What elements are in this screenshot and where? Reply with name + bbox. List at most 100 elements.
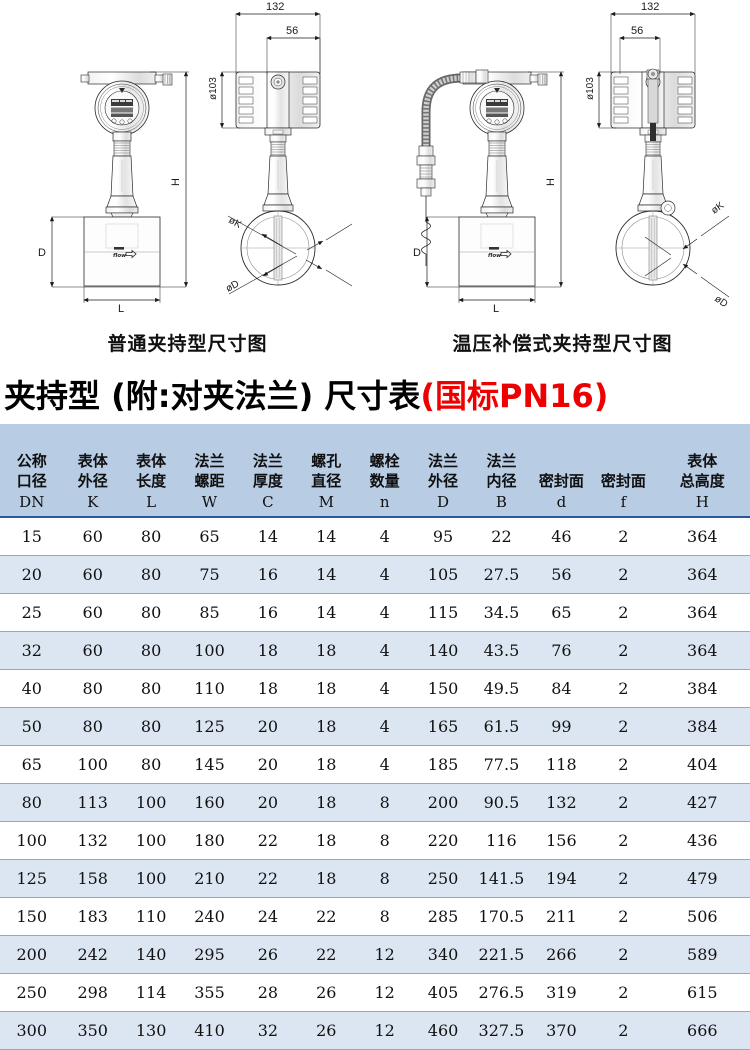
table-cell: 125 bbox=[0, 859, 64, 898]
table-row: 100 132 100 180 22 18 8 220 116 156 2 436 bbox=[0, 821, 750, 860]
table-cell: 506 bbox=[654, 897, 750, 936]
table-cell: 8 bbox=[355, 859, 414, 898]
table-cell: 60 bbox=[63, 593, 122, 632]
table-cell: 18 bbox=[238, 631, 298, 670]
table-cell: 18 bbox=[297, 859, 356, 898]
column-header-c: 法兰 厚度 C bbox=[238, 424, 298, 518]
table-row: 20 60 80 75 16 14 4 105 27.5 56 2 364 bbox=[0, 555, 750, 594]
svg-text:D: D bbox=[413, 247, 421, 259]
table-cell: 4 bbox=[355, 707, 414, 746]
header-line2: 外径 bbox=[77, 472, 108, 490]
table-cell: 18 bbox=[297, 783, 356, 822]
table-cell: 80 bbox=[121, 669, 181, 708]
table-cell: 34.5 bbox=[472, 593, 531, 632]
table-cell: 32 bbox=[0, 631, 64, 670]
table-cell: 56 bbox=[530, 555, 593, 594]
header-line1: 法兰 bbox=[486, 452, 517, 470]
table-cell: 25 bbox=[0, 593, 64, 632]
table-cell: 113 bbox=[63, 783, 122, 822]
table-cell: 165 bbox=[413, 707, 473, 746]
table-cell: 2 bbox=[592, 973, 655, 1012]
table-cell: 90.5 bbox=[472, 783, 531, 822]
page-title-standard: (国标PN16) bbox=[420, 377, 609, 415]
table-cell: 26 bbox=[238, 935, 298, 974]
table-body: 15 60 80 65 14 14 4 95 22 46 2 364 20 60 80 75 16 14 4 105 2… bbox=[0, 517, 750, 1050]
table-cell: 125 bbox=[180, 707, 239, 746]
column-header-m: 螺孔 直径 M bbox=[297, 424, 356, 518]
table-cell: 50 bbox=[0, 707, 64, 746]
table-cell: 405 bbox=[413, 973, 473, 1012]
table-cell: 364 bbox=[654, 593, 750, 632]
header-line1: 法兰 bbox=[428, 452, 459, 470]
table-cell: 615 bbox=[654, 973, 750, 1012]
table-cell: 18 bbox=[297, 669, 356, 708]
table-cell: 410 bbox=[180, 1011, 239, 1050]
table-cell: 22 bbox=[238, 821, 298, 860]
table-cell: 2 bbox=[592, 555, 655, 594]
table-cell: 46 bbox=[530, 517, 593, 556]
table-cell: 12 bbox=[355, 973, 414, 1012]
table-cell: 8 bbox=[355, 783, 414, 822]
table-row: 150 183 110 240 24 22 8 285 170.5 211 2 506 bbox=[0, 897, 750, 936]
table-cell: 355 bbox=[180, 973, 239, 1012]
header-line1: 表体 bbox=[136, 452, 167, 470]
table-cell: 200 bbox=[413, 783, 473, 822]
table-cell: 18 bbox=[297, 631, 356, 670]
table-cell: 80 bbox=[121, 593, 181, 632]
column-header-l: 表体 长度 L bbox=[121, 424, 181, 518]
table-cell: 22 bbox=[297, 897, 356, 936]
table-cell: 2 bbox=[592, 517, 655, 556]
svg-text:132: 132 bbox=[266, 1, 284, 13]
table-cell: 2 bbox=[592, 593, 655, 632]
svg-text:132: 132 bbox=[641, 1, 659, 13]
table-cell: 60 bbox=[63, 517, 122, 556]
table-cell: 298 bbox=[63, 973, 122, 1012]
table-cell: 150 bbox=[413, 669, 473, 708]
table-cell: 2 bbox=[592, 745, 655, 784]
header-symbol: M bbox=[318, 493, 334, 511]
table-cell: 65 bbox=[0, 745, 64, 784]
table-row: 25 60 80 85 16 14 4 115 34.5 65 2 364 bbox=[0, 593, 750, 632]
table-cell: 242 bbox=[63, 935, 122, 974]
table-cell: 26 bbox=[297, 1011, 356, 1050]
table-cell: 16 bbox=[238, 555, 298, 594]
header-line2: 数量 bbox=[369, 472, 400, 490]
svg-text:56: 56 bbox=[631, 25, 643, 37]
table-cell: 100 bbox=[180, 631, 239, 670]
table-cell: 132 bbox=[63, 821, 122, 860]
table-cell: 185 bbox=[413, 745, 473, 784]
table-cell: 211 bbox=[530, 897, 593, 936]
svg-text:ø103: ø103 bbox=[585, 77, 596, 100]
table-cell: 132 bbox=[530, 783, 593, 822]
table-cell: 250 bbox=[413, 859, 473, 898]
table-cell: 141.5 bbox=[472, 859, 531, 898]
table-cell: 18 bbox=[238, 669, 298, 708]
table-cell: 2 bbox=[592, 897, 655, 936]
svg-text:56: 56 bbox=[286, 25, 298, 37]
left-dim-L: L bbox=[83, 287, 161, 315]
table-cell: 14 bbox=[297, 517, 356, 556]
table-row: 32 60 80 100 18 18 4 140 43.5 76 2 364 bbox=[0, 631, 750, 670]
column-header-dn: 公称 口径 DN bbox=[0, 424, 64, 518]
table-cell: 384 bbox=[654, 669, 750, 708]
table-cell: 200 bbox=[0, 935, 64, 974]
table-row: 65 100 80 145 20 18 4 185 77.5 118 2 404 bbox=[0, 745, 750, 784]
header-symbol: K bbox=[87, 493, 99, 511]
table-cell: 95 bbox=[413, 517, 473, 556]
right-dim-D: D bbox=[413, 216, 561, 288]
table-cell: 118 bbox=[530, 745, 593, 784]
header-line1: 表体 bbox=[77, 452, 108, 470]
table-cell: 60 bbox=[63, 631, 122, 670]
table-cell: 589 bbox=[654, 935, 750, 974]
table-cell: 384 bbox=[654, 707, 750, 746]
header-line2: 厚度 bbox=[252, 472, 283, 490]
table-cell: 8 bbox=[355, 821, 414, 860]
table-cell: 65 bbox=[530, 593, 593, 632]
table-cell: 43.5 bbox=[472, 631, 531, 670]
table-cell: 364 bbox=[654, 555, 750, 594]
table-cell: 2 bbox=[592, 707, 655, 746]
table-cell: 15 bbox=[0, 517, 64, 556]
left-dim-diameter103: ø103 bbox=[208, 71, 240, 129]
table-cell: 479 bbox=[654, 859, 750, 898]
table-cell: 80 bbox=[121, 745, 181, 784]
